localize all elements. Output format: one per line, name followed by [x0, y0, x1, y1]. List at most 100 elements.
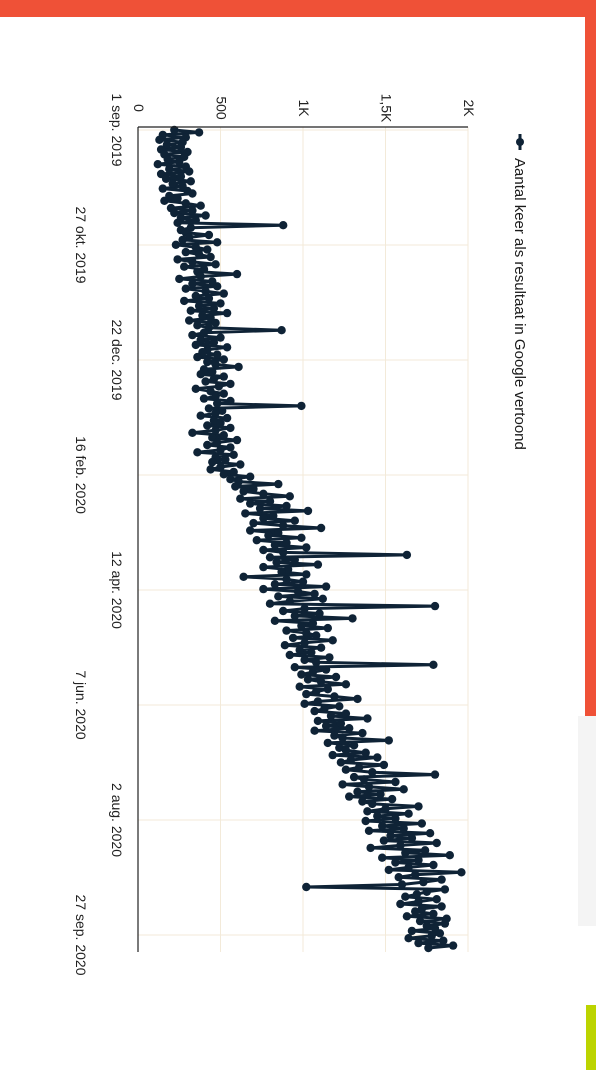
data-point	[206, 465, 215, 474]
date-tick-label: 1 sep. 2019	[109, 93, 125, 166]
data-point	[378, 853, 387, 862]
data-point	[185, 316, 194, 325]
data-point	[288, 633, 298, 643]
data-point	[216, 333, 225, 342]
data-point	[363, 714, 372, 723]
data-point	[199, 394, 209, 403]
date-tick-label: 22 dec. 2019	[109, 320, 125, 401]
data-point	[297, 533, 306, 542]
legend-marker	[516, 138, 524, 146]
data-point	[161, 174, 171, 183]
data-point	[366, 843, 375, 853]
legend: Aantal keer als resultaat in Google vert…	[511, 134, 528, 450]
data-point	[194, 128, 204, 137]
data-point	[439, 936, 448, 945]
data-point	[194, 301, 204, 310]
data-point	[282, 626, 291, 635]
data-point	[401, 892, 410, 901]
data-point	[181, 199, 190, 208]
data-point	[336, 758, 346, 767]
data-point	[384, 865, 393, 875]
data-point	[358, 728, 367, 738]
data-point	[414, 802, 423, 811]
data-point	[265, 599, 275, 608]
data-point	[429, 909, 438, 918]
data-point	[302, 882, 311, 892]
axes	[137, 126, 468, 952]
data-point	[341, 709, 351, 718]
data-point	[218, 406, 227, 415]
data-point	[386, 831, 395, 840]
data-point	[173, 255, 182, 264]
data-point	[378, 821, 387, 831]
data-point	[239, 487, 248, 496]
data-point	[285, 492, 294, 501]
data-point	[181, 284, 190, 293]
data-point	[222, 413, 232, 423]
data-point	[277, 326, 286, 335]
data-point	[265, 553, 275, 562]
data-point	[211, 426, 220, 435]
data-point	[270, 616, 280, 625]
data-point	[335, 702, 344, 711]
data-point	[255, 504, 265, 513]
data-point	[316, 677, 326, 686]
data-point	[341, 746, 351, 755]
data-point	[310, 589, 319, 599]
data-point	[321, 721, 331, 730]
data-point	[279, 606, 288, 616]
date-tick: 22 dec. 2019	[109, 320, 125, 401]
data-point	[354, 763, 364, 772]
data-point	[364, 826, 374, 835]
data-point	[310, 726, 319, 735]
data-point	[191, 340, 200, 350]
data-point	[328, 750, 337, 760]
data-point	[379, 760, 389, 770]
data-point	[213, 399, 222, 408]
data-point	[208, 367, 217, 376]
data-point	[188, 189, 197, 198]
data-point	[394, 873, 403, 882]
data-point	[196, 272, 205, 281]
data-point	[196, 370, 205, 379]
data-point	[236, 494, 245, 503]
data-point	[432, 838, 441, 848]
data-point	[330, 692, 339, 701]
data-point	[290, 663, 299, 672]
data-point	[285, 597, 294, 606]
data-point	[282, 501, 291, 511]
value-tick: 500	[214, 96, 230, 120]
data-point	[316, 523, 326, 533]
data-point	[158, 184, 167, 193]
data-point	[345, 792, 354, 801]
data-point	[226, 443, 235, 452]
data-point	[216, 462, 225, 472]
data-point	[219, 389, 228, 398]
data-point	[188, 257, 197, 267]
data-point	[259, 562, 268, 572]
data-point	[162, 140, 172, 149]
data-point	[199, 265, 209, 274]
data-point	[404, 863, 413, 872]
data-point	[420, 846, 430, 855]
data-point	[328, 636, 337, 645]
data-point	[203, 357, 212, 367]
data-point	[193, 321, 202, 330]
data-point	[391, 777, 400, 787]
data-point	[259, 545, 268, 555]
data-point	[312, 631, 321, 640]
data-point	[209, 338, 219, 347]
data-point	[203, 440, 212, 450]
data-point	[308, 619, 318, 628]
top-border-bar	[0, 0, 596, 17]
data-point	[279, 221, 288, 230]
data-point	[411, 870, 420, 879]
data-point	[155, 135, 164, 144]
data-point	[414, 938, 423, 948]
right-edge-panel	[578, 716, 596, 926]
data-point	[387, 794, 397, 804]
data-point	[399, 785, 408, 794]
data-point	[259, 514, 268, 523]
data-point	[407, 926, 417, 936]
data-point	[321, 665, 331, 674]
